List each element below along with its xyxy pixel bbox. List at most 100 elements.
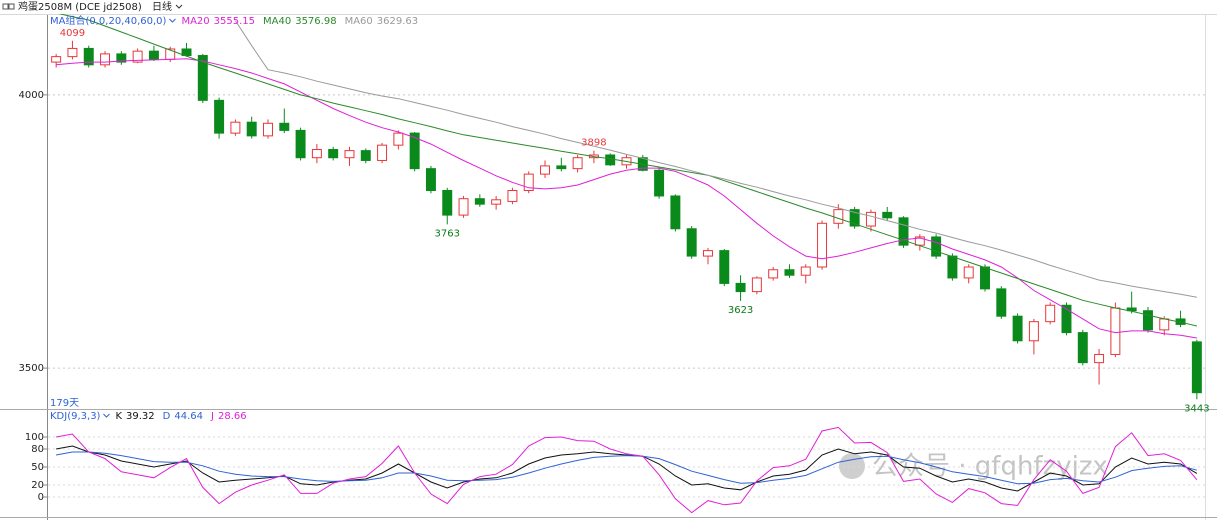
symbol: 鸡蛋2508M (DCE jd2508)	[18, 0, 142, 13]
candle-body	[197, 55, 208, 101]
extreme-label: 3898	[581, 138, 606, 149]
candle-body	[605, 154, 616, 166]
candle-body	[1012, 315, 1023, 342]
candle-body	[1159, 318, 1170, 331]
candle-body	[83, 47, 94, 66]
candle-body	[1142, 310, 1153, 331]
candle-body	[980, 266, 990, 290]
kdj-tick-label: 80	[31, 444, 44, 455]
legend-value: 3629.63	[377, 16, 418, 27]
candle-body	[768, 269, 779, 279]
ma-line	[56, 58, 1197, 339]
candle-body	[702, 250, 713, 257]
candle-body	[1045, 304, 1056, 323]
legend-name: D	[163, 411, 171, 422]
dropdown-caret	[175, 4, 183, 9]
extreme-label: 3763	[435, 228, 460, 239]
toolbar-icon	[2, 3, 9, 10]
candle-body	[246, 121, 257, 137]
candle-body	[654, 169, 665, 197]
kdj-plot	[56, 426, 1198, 514]
candle-body	[800, 266, 811, 276]
candle-body	[523, 173, 534, 192]
candle-body	[849, 209, 860, 227]
legend-value: 39.32	[126, 411, 155, 422]
period[interactable]: 日线	[152, 0, 172, 13]
main-plot	[51, 14, 1202, 400]
candle-body	[735, 282, 746, 293]
kdj-tick-label: 50	[31, 462, 44, 473]
candle-body	[360, 150, 371, 161]
legend-value: 3576.98	[295, 16, 336, 27]
legend-name: MA60	[345, 16, 373, 27]
candle-body	[931, 236, 942, 257]
ma-line	[58, 14, 1198, 327]
y-tick-label: 3500	[19, 363, 44, 374]
candle-body	[425, 168, 436, 192]
candle-body	[1061, 304, 1072, 334]
kdj-line	[56, 445, 1198, 492]
legend-value: 44.64	[174, 411, 203, 422]
legend-value: 3555.15	[214, 16, 255, 27]
candle-body	[865, 211, 876, 227]
candle-body	[100, 53, 111, 66]
candle-body	[409, 132, 420, 170]
legend-name: MA40	[263, 16, 291, 27]
candle-body	[393, 132, 404, 146]
candle-body	[132, 50, 143, 63]
candle-body	[882, 211, 893, 219]
candle-body	[947, 255, 958, 279]
candle-body	[377, 144, 388, 161]
day-count: 179天	[50, 398, 79, 409]
candle-body	[507, 190, 518, 202]
candle-body	[51, 56, 62, 63]
candle-body	[572, 157, 583, 170]
kdj-line	[56, 451, 1198, 485]
candle-body	[719, 250, 730, 284]
indicator-name: KDJ(9,3,3)	[50, 411, 101, 422]
kdj-tick-label: 0	[38, 492, 44, 503]
candle-body	[263, 122, 273, 137]
legend-name: J	[210, 411, 214, 422]
candle-body	[751, 277, 762, 293]
candle-body	[833, 209, 844, 224]
candle-body	[67, 47, 78, 58]
candle-body	[328, 149, 339, 159]
candle-body	[1028, 321, 1039, 342]
legend-value: 28.66	[218, 411, 247, 422]
candle-body	[214, 99, 225, 134]
y-tick-label: 4000	[19, 90, 44, 101]
candle-body	[784, 269, 795, 276]
extreme-label: 3443	[1184, 403, 1209, 414]
candle-body	[1110, 307, 1121, 355]
candle-body	[540, 165, 551, 175]
candle-body	[1191, 341, 1202, 394]
candle-body	[1126, 307, 1137, 312]
kdj-line	[56, 426, 1198, 514]
candle-body	[686, 228, 697, 257]
dropdown-caret	[169, 18, 176, 23]
candle-body	[279, 122, 290, 131]
candle-body	[996, 288, 1007, 317]
dropdown-caret	[103, 413, 110, 418]
candle-body	[474, 198, 485, 205]
candle-body	[442, 190, 453, 216]
candle-body	[344, 150, 355, 159]
candle-body	[230, 121, 241, 134]
candle-body	[116, 53, 127, 63]
candle-body	[556, 165, 567, 170]
candle-body	[670, 195, 681, 230]
candle-body	[1094, 353, 1105, 364]
candle-body	[898, 217, 909, 246]
candle-body	[817, 222, 828, 268]
legend-name: MA20	[181, 16, 209, 27]
indicator-name: MA组合(0,0,20,40,60,0)	[50, 14, 167, 27]
candle-body	[458, 198, 469, 216]
candle-body	[491, 199, 502, 205]
candle-body	[311, 149, 322, 159]
watermark-icon	[839, 453, 865, 479]
extreme-label: 3623	[728, 305, 753, 316]
legend-name: K	[115, 411, 122, 422]
extreme-label: 4099	[60, 28, 85, 39]
